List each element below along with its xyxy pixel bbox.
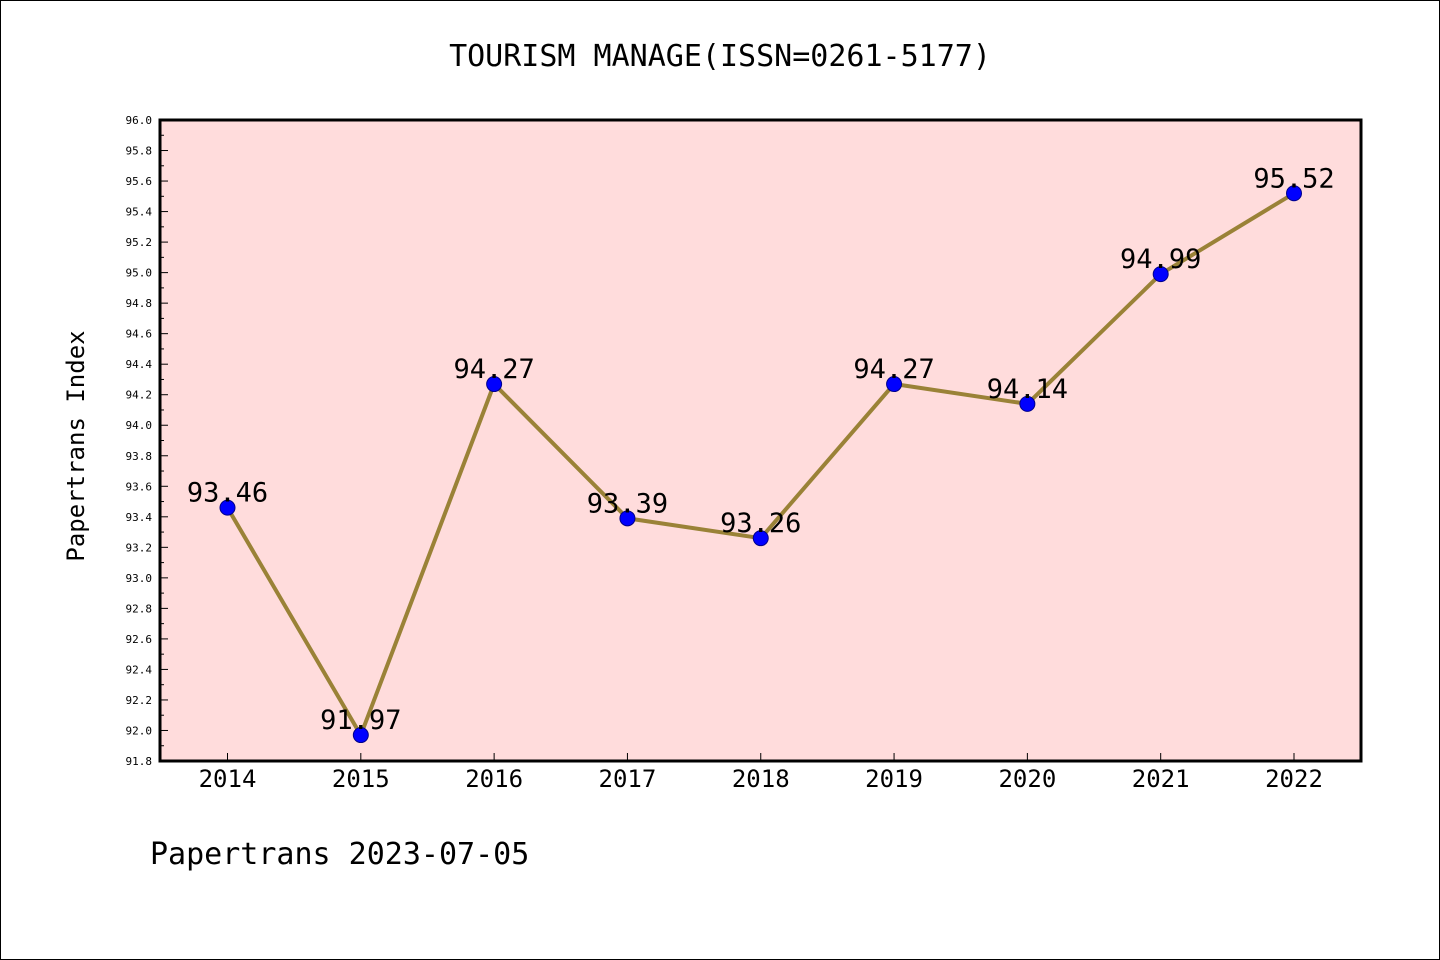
footer-text: Papertrans 2023-07-05 (150, 837, 529, 872)
y-tick-label: 95.0 (126, 267, 153, 280)
data-label: 93.39 (587, 488, 668, 519)
x-tick-label: 2018 (732, 765, 790, 793)
data-label: 93.46 (187, 478, 268, 509)
x-tick-label: 2020 (998, 765, 1056, 793)
y-tick-label: 95.8 (126, 145, 153, 158)
x-tick-label: 2022 (1265, 765, 1323, 793)
y-tick-label: 94.0 (126, 419, 153, 432)
y-tick-label: 96.0 (126, 114, 153, 127)
data-point-marker (886, 376, 903, 393)
chart-title: TOURISM MANAGE(ISSN=0261-5177) (449, 39, 991, 74)
y-tick-label: 93.6 (126, 480, 153, 493)
data-point-marker (1152, 266, 1169, 283)
y-tick-label: 95.2 (126, 236, 153, 249)
y-tick-label: 92.8 (126, 602, 153, 615)
plot-border (158, 118, 1363, 763)
data-point-marker (619, 510, 636, 527)
y-tick-label: 94.4 (126, 358, 153, 371)
y-tick-label: 91.8 (126, 755, 153, 768)
y-tick-label: 95.4 (126, 206, 153, 219)
data-label: 91.97 (320, 705, 401, 736)
data-point-marker (486, 376, 503, 393)
y-tick-label: 94.2 (126, 389, 153, 402)
y-tick-label: 93.4 (126, 511, 153, 524)
y-tick-label: 92.6 (126, 633, 153, 646)
data-point-marker (1019, 395, 1036, 412)
data-point-marker (352, 727, 369, 744)
data-label: 93.26 (720, 508, 801, 539)
x-axis: 2014 2015 2016 2017 2018 2019 2020 2021 2022 (199, 753, 1323, 793)
x-tick-label: 2014 (199, 765, 257, 793)
data-point-marker (219, 499, 236, 516)
x-tick-label: 2015 (332, 765, 390, 793)
data-label: 94.99 (1120, 244, 1201, 275)
data-label: 94.27 (453, 354, 534, 385)
y-tick-label: 95.6 (126, 175, 153, 188)
y-axis-label: Papertrans Index (62, 330, 90, 561)
data-point-marker (752, 530, 769, 547)
y-tick-label: 94.6 (126, 328, 153, 341)
y-tick-label: 92.2 (126, 694, 153, 707)
y-tick-label: 92.4 (126, 663, 153, 676)
data-label: 94.14 (987, 374, 1068, 405)
plot-area (160, 120, 1361, 761)
data-label: 95.52 (1253, 163, 1334, 194)
y-axis: 91.8 92.0 92.2 92.4 92.6 92.8 93.0 93.2 93.4 93.6… (126, 114, 168, 768)
y-tick-label: 92.0 (126, 724, 153, 737)
data-point-marker (1286, 185, 1302, 202)
y-tick-label: 93.0 (126, 572, 153, 585)
y-tick-label: 93.8 (126, 450, 153, 463)
y-tick-label: 94.8 (126, 297, 153, 310)
data-label: 94.27 (853, 354, 934, 385)
x-tick-label: 2017 (599, 765, 657, 793)
x-tick-label: 2019 (865, 765, 923, 793)
data-points (219, 185, 1302, 744)
x-tick-label: 2021 (1132, 765, 1190, 793)
x-tick-label: 2016 (465, 765, 523, 793)
data-labels: 93.46 91.97 94.27 93.39 93.26 94.27 94.14 94.99… (187, 163, 1335, 736)
y-tick-label: 93.2 (126, 541, 153, 554)
